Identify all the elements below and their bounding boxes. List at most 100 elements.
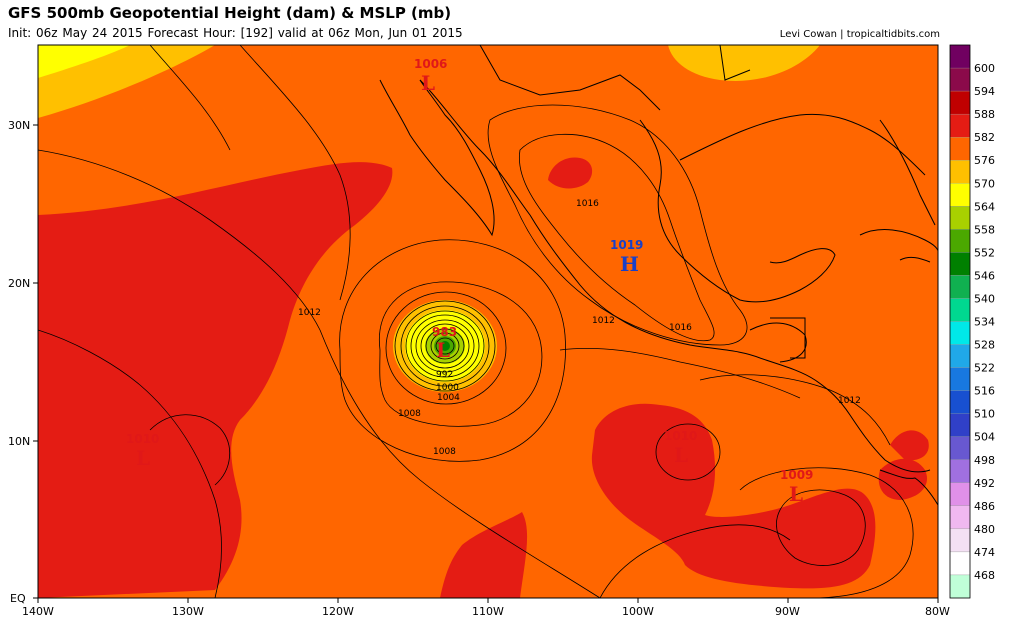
legend-label: 492 <box>974 477 995 490</box>
legend-swatch <box>949 505 971 530</box>
legend-swatch <box>949 160 971 184</box>
lon-tick-label: 110W <box>472 605 504 618</box>
legend-swatch <box>949 275 971 299</box>
legend-swatch <box>949 390 971 414</box>
low-marker: L <box>136 446 150 470</box>
legend-label: 498 <box>974 454 995 467</box>
pressure-value: 1010 <box>664 429 697 443</box>
legend-label: 540 <box>974 292 995 305</box>
high-marker: H <box>620 252 639 276</box>
legend-label: 594 <box>974 85 995 98</box>
isobar-label: 1016 <box>669 323 692 333</box>
isobar-label: 1016 <box>576 199 599 209</box>
color-scale-legend: 600 594 588 582 576 570 564 558 552 546 540 534 528 5… <box>949 44 995 599</box>
isobars <box>38 45 914 598</box>
legend-label: 504 <box>974 431 995 444</box>
legend-label: 582 <box>974 131 995 144</box>
legend-swatch <box>949 298 971 322</box>
height-576-region-north <box>668 45 820 81</box>
map-title: GFS 500mb Geopotential Height (dam) & MS… <box>8 4 452 22</box>
legend-label: 468 <box>974 569 995 582</box>
low-marker: L <box>674 443 688 467</box>
legend-label: 522 <box>974 362 995 375</box>
pressure-value: 1010 <box>126 432 159 446</box>
lon-tick-label: 90W <box>775 605 800 618</box>
isobar-label: 1008 <box>398 409 421 419</box>
height-570-region <box>38 45 130 78</box>
legend-swatch <box>949 67 971 92</box>
legend-label: 486 <box>974 500 995 513</box>
legend-label: 576 <box>974 154 995 167</box>
lon-tick-label: 130W <box>172 605 204 618</box>
low-marker: L <box>436 338 450 362</box>
legend-swatch <box>949 574 971 599</box>
legend-label: 564 <box>974 200 995 213</box>
pressure-center-high: 1019 H <box>610 238 643 276</box>
credit-text: Levi Cowan | tropicaltidbits.com <box>779 29 940 40</box>
legend-swatch <box>949 113 971 138</box>
pressure-centers: 1006 L 1019 H 983 L 1010 L 1010 L 1009 L <box>126 57 813 506</box>
pressure-center-low-east: 1009 L <box>780 468 813 506</box>
pressure-value: 1019 <box>610 238 643 252</box>
legend-label: 480 <box>974 523 995 536</box>
legend-swatch <box>949 252 971 276</box>
low-marker: L <box>789 482 803 506</box>
legend-swatch <box>949 367 971 391</box>
legend-swatch <box>949 436 971 460</box>
legend-label: 570 <box>974 177 995 190</box>
isobar-label: 1012 <box>298 308 321 318</box>
pressure-center-cyclone: 983 L <box>432 325 457 362</box>
legend-swatch <box>949 183 971 207</box>
lat-tick-label: 10N <box>8 435 30 448</box>
height-588-region-caribbean <box>890 430 929 461</box>
isobar-labels: 1016 1012 1016 1012 992 1000 1004 1008 1… <box>298 199 861 457</box>
pressure-value: 1009 <box>780 468 813 482</box>
coastlines <box>379 45 938 506</box>
isobar-label: 1012 <box>838 396 861 406</box>
cyclone-552-core <box>440 341 450 351</box>
legend-label: 558 <box>974 223 995 236</box>
axis-ticks <box>33 124 939 603</box>
legend-swatch <box>949 413 971 437</box>
isobar-label: 1008 <box>433 447 456 457</box>
legend-swatch <box>949 90 971 115</box>
pressure-value: 983 <box>432 325 457 339</box>
legend-frame <box>949 44 971 599</box>
height-588-region-gulf <box>548 157 593 189</box>
legend-label: 474 <box>974 546 995 559</box>
legend-label: 534 <box>974 316 995 329</box>
legend-swatch <box>949 229 971 253</box>
legend-swatch <box>949 206 971 230</box>
lon-tick-label: 100W <box>622 605 654 618</box>
isobar-label: 1004 <box>437 393 460 403</box>
lat-tick-label: EQ <box>10 592 26 605</box>
legend-label: 546 <box>974 269 995 282</box>
isobar-label: 1012 <box>592 316 615 326</box>
legend-swatch <box>949 344 971 368</box>
height-588-region-east <box>878 458 928 500</box>
isobar-label: 1000 <box>436 383 459 393</box>
legend-swatch <box>949 459 971 483</box>
legend-swatch <box>949 482 971 506</box>
legend-swatch <box>949 551 971 576</box>
legend-swatch <box>950 45 970 69</box>
lon-tick-label: 120W <box>322 605 354 618</box>
lon-tick-labels: 140W 130W 120W 110W 100W 90W 80W <box>22 605 950 618</box>
low-marker: L <box>421 71 435 95</box>
map-subtitle: Init: 06z May 24 2015 Forecast Hour: [19… <box>8 26 463 40</box>
legend-swatch <box>949 528 971 553</box>
height-field: 1016 1012 1016 1012 992 1000 1004 1008 1… <box>38 45 938 598</box>
lat-tick-label: 30N <box>8 119 30 132</box>
isobar-label: 992 <box>436 370 453 380</box>
lon-tick-label: 140W <box>22 605 54 618</box>
legend-swatch <box>949 321 971 345</box>
legend-swatch <box>949 137 971 161</box>
legend-label: 600 <box>974 62 995 75</box>
lat-tick-label: 20N <box>8 277 30 290</box>
pressure-value: 1006 <box>414 57 447 71</box>
pressure-center-low-central: 1010 L <box>664 429 697 467</box>
height-588-region-central <box>591 403 876 589</box>
legend-label: 528 <box>974 339 995 352</box>
legend-label: 588 <box>974 108 995 121</box>
